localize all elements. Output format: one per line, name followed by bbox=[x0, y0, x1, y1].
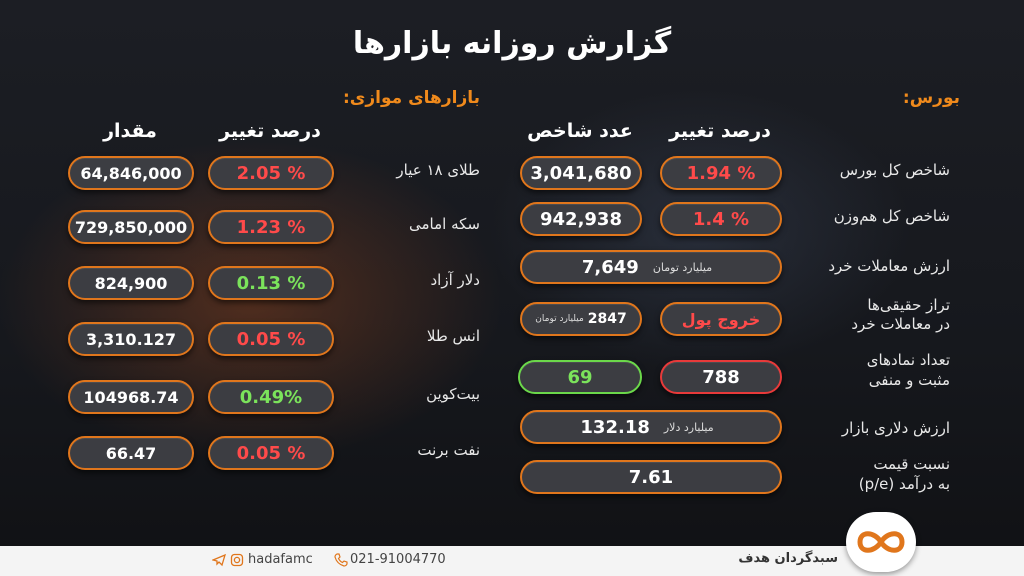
parallel-row-value: 824,900 bbox=[68, 266, 194, 300]
parallel-row-label: انس طلا bbox=[426, 327, 480, 345]
parallel-row-value: 729,850,000 bbox=[68, 210, 194, 244]
trade-value-number: 7,649 bbox=[581, 256, 639, 278]
row-label-dollar-value: ارزش دلاری بازار bbox=[841, 419, 950, 437]
parallel-row-change: 2.05 % bbox=[208, 156, 334, 190]
infinity-logo-icon bbox=[857, 531, 905, 553]
positive-symbols-count: 69 bbox=[518, 360, 642, 394]
parallel-row-change: 0.13 % bbox=[208, 266, 334, 300]
trade-value-pill: میلیارد تومان 7,649 bbox=[520, 250, 782, 284]
page-title: گزارش روزانه بازارها bbox=[352, 26, 672, 61]
row-label-total-index: شاخص کل بورس bbox=[839, 161, 950, 179]
parallel-row-label: سکه امامی bbox=[409, 215, 480, 233]
bourse-section-label: بورس: bbox=[902, 88, 960, 108]
parallel-row-value: 64,846,000 bbox=[68, 156, 194, 190]
equal-weight-value: 942,938 bbox=[520, 202, 642, 236]
parallel-row-value: 3,310.127 bbox=[68, 322, 194, 356]
row-label-equal-weight: شاخص کل هم‌وزن bbox=[833, 207, 950, 225]
parallel-row-label: طلای ۱۸ عیار bbox=[396, 161, 480, 179]
total-index-change: 1.94 % bbox=[660, 156, 782, 190]
real-balance-pill: 2847 میلیارد تومان bbox=[520, 302, 642, 336]
dollar-value-unit: میلیارد دلار bbox=[663, 420, 714, 434]
real-balance-number: 2847 bbox=[587, 311, 627, 327]
row-label-real-balance-2: در معاملات خرد bbox=[851, 315, 950, 333]
equal-weight-change: 1.4 % bbox=[660, 202, 782, 236]
parallel-row-change: 1.23 % bbox=[208, 210, 334, 244]
footer-phone[interactable]: 021-91004770 bbox=[350, 552, 446, 567]
parallel-row-value: 104968.74 bbox=[68, 380, 194, 414]
trade-value-unit: میلیارد تومان bbox=[652, 260, 713, 274]
row-label-symbols-2: مثبت و منفی bbox=[868, 371, 950, 389]
parallel-row-change: 0.05 % bbox=[208, 322, 334, 356]
parallel-row-label: دلار آزاد bbox=[430, 271, 480, 289]
parallel-col-change: درصد تغییر bbox=[219, 120, 321, 142]
footer-brand: سبدگردان هدف bbox=[738, 551, 838, 566]
phone-icon bbox=[334, 553, 348, 567]
parallel-row-change: 0.05 % bbox=[208, 436, 334, 470]
row-label-pe-1: نسبت قیمت bbox=[873, 455, 950, 473]
row-label-trade-value: ارزش معاملات خرد bbox=[828, 257, 950, 275]
pe-ratio-value: 7.61 bbox=[520, 460, 782, 494]
telegram-icon bbox=[212, 553, 226, 567]
parallel-section-label: بازارهای موازی: bbox=[342, 88, 480, 108]
dollar-value-number: 132.18 bbox=[580, 416, 650, 438]
real-balance-status: خروج پول bbox=[660, 302, 782, 336]
footer-social[interactable]: hadafamc bbox=[248, 552, 313, 567]
parallel-row-label: بیت‌کوین bbox=[426, 385, 480, 403]
bourse-col-change: درصد تغییر bbox=[669, 120, 771, 142]
row-label-pe-2: به درآمد (p/e) bbox=[858, 475, 950, 493]
bourse-col-index: عدد شاخص bbox=[527, 120, 633, 142]
dollar-value-pill: میلیارد دلار 132.18 bbox=[520, 410, 782, 444]
row-label-real-balance-1: تراز حقیقی‌ها bbox=[867, 296, 950, 314]
instagram-icon bbox=[230, 553, 244, 567]
negative-symbols-count: 788 bbox=[660, 360, 782, 394]
parallel-row-label: نفت برنت bbox=[417, 441, 480, 459]
real-balance-unit: میلیارد تومان bbox=[535, 314, 584, 324]
total-index-value: 3,041,680 bbox=[520, 156, 642, 190]
row-label-symbols-1: تعداد نمادهای bbox=[866, 351, 950, 369]
parallel-row-value: 66.47 bbox=[68, 436, 194, 470]
parallel-col-amount: مقدار bbox=[103, 120, 157, 142]
parallel-row-change: 0.49% bbox=[208, 380, 334, 414]
brand-logo bbox=[846, 512, 916, 572]
